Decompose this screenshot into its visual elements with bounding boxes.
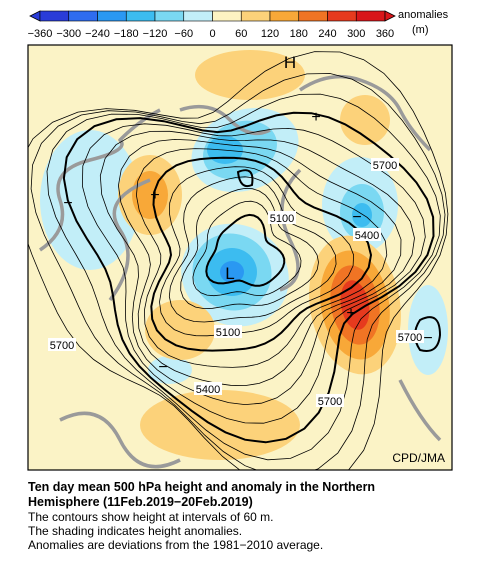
- colorbar-bin: [212, 10, 242, 22]
- caption-title: Ten day mean 500 hPa height and anomaly …: [28, 480, 375, 494]
- contour-label: 5400: [355, 230, 379, 242]
- colorbar-tick-label: 180: [290, 28, 308, 40]
- anomaly-min: −: [158, 359, 167, 376]
- map-frame: [27, 44, 453, 471]
- contour-label: 5100: [270, 213, 294, 225]
- caption: Ten day mean 500 hPa height and anomaly …: [28, 480, 375, 552]
- height-contour: [180, 187, 319, 310]
- colorbar-end: [384, 10, 396, 22]
- anomaly-shading: [352, 203, 372, 227]
- height-contour: [150, 156, 373, 352]
- anomaly-shading: [148, 356, 192, 384]
- coastline: [279, 168, 302, 292]
- anomaly-max: +: [346, 305, 355, 322]
- height-contour: [28, 51, 449, 470]
- colorbar-tick-label: −120: [143, 28, 168, 40]
- colorbar-tick-label: 60: [235, 28, 247, 40]
- anomaly-min: −: [63, 195, 72, 212]
- colorbar-bin: [355, 10, 386, 22]
- height-contour: [159, 166, 355, 337]
- coastline: [179, 104, 271, 136]
- caption-line: The contours show height at intervals of…: [28, 510, 273, 524]
- height-contour: [135, 148, 388, 368]
- colorbar-end: [29, 10, 41, 22]
- anomaly-shading: [340, 95, 390, 145]
- anomaly-max: +: [150, 187, 159, 204]
- contour-label: 5100: [216, 327, 240, 339]
- colorbar-tick-label: 300: [347, 28, 365, 40]
- colorbar-tick-label: −300: [56, 28, 81, 40]
- contour-label-bg: [194, 382, 222, 395]
- colorbar-tick-label: 360: [376, 28, 394, 40]
- contour-label-bg: [214, 325, 242, 338]
- credit-bg: [384, 448, 448, 466]
- credit: CPD/JMA: [392, 451, 445, 465]
- anomaly-max: +: [311, 109, 320, 126]
- contour-label-bg: [48, 338, 76, 351]
- height-contour: [99, 130, 415, 406]
- contour-label: 5400: [196, 384, 220, 396]
- height-contour: [236, 169, 254, 188]
- legend-label: anomalies: [398, 9, 449, 21]
- coastline: [108, 178, 151, 302]
- colorbar-bin: [125, 10, 156, 22]
- high-marker: H: [284, 53, 296, 72]
- colorbar-bin: [269, 10, 300, 22]
- height-contour: [117, 138, 402, 387]
- height-contour: [30, 73, 446, 470]
- colorbar-tick-label: −240: [85, 28, 110, 40]
- caption-title: Hemisphere (11Feb.2019−20Feb.2019): [28, 495, 253, 509]
- low-marker: L: [225, 264, 234, 283]
- height-contour: [205, 213, 286, 287]
- colorbar-bin: [298, 10, 328, 22]
- anomaly-min: −: [352, 209, 361, 226]
- caption-line: Anomalies are deviations from the 1981−2…: [28, 538, 323, 552]
- caption-line: The shading indicates height anomalies.: [28, 524, 242, 538]
- anomaly-shading: [220, 261, 244, 283]
- coastline: [299, 74, 432, 152]
- map: 5700 5100 5400 5700 5100 5700 5400 5700 H L + + + − − −…: [28, 50, 449, 470]
- legend-unit: (m): [412, 24, 429, 36]
- contour-label-bg: [371, 158, 399, 171]
- contour-label-bg: [396, 330, 424, 343]
- contour-label: 5700: [50, 340, 74, 352]
- colorbar-tick-label: 0: [209, 28, 215, 40]
- height-contour: [168, 176, 337, 323]
- colorbar-bin: [68, 10, 98, 22]
- anomaly-shading: [195, 50, 305, 100]
- colorbar-tick-label: −180: [114, 28, 139, 40]
- colorbar-bin: [39, 10, 70, 22]
- colorbar-tick-label: 240: [318, 28, 336, 40]
- colorbar-bin: [97, 10, 127, 22]
- colorbar: −360 −300 −240 −180 −120 −60 0 60 120 180 240 300 36…: [28, 10, 396, 40]
- colorbar-bin: [183, 10, 213, 22]
- anomaly-shading: [408, 285, 448, 375]
- height-contour: [81, 123, 426, 424]
- colorbar-bin: [327, 10, 357, 22]
- coastline: [398, 379, 442, 442]
- anomaly-min: −: [423, 330, 432, 347]
- coastline: [39, 108, 161, 252]
- colorbar-bin: [240, 10, 271, 22]
- contour-label-bg: [316, 394, 344, 407]
- contour-label-bg: [353, 228, 381, 241]
- colorbar-tick-label: −360: [28, 28, 53, 40]
- colorbar-bin: [154, 10, 185, 22]
- colorbar-tick-label: −60: [174, 28, 193, 40]
- contour-label-bg: [268, 211, 296, 224]
- height-contour: [46, 93, 441, 461]
- contour-label: 5700: [318, 396, 342, 408]
- colorbar-tick-label: 120: [261, 28, 279, 40]
- coastline: [59, 411, 181, 469]
- contour-label: 5700: [373, 160, 397, 172]
- contour-label: 5700: [398, 332, 422, 344]
- height-contour: [62, 111, 435, 444]
